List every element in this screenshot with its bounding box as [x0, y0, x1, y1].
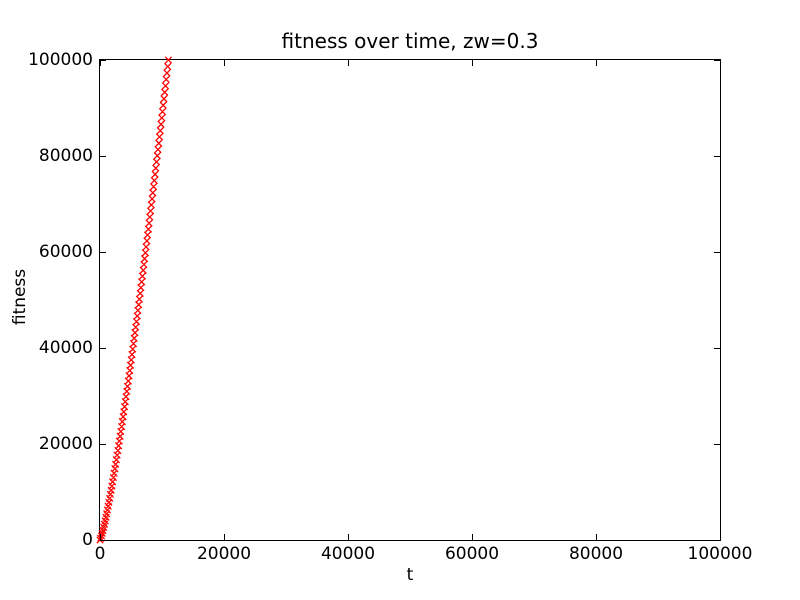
- x-tick-label: 60000: [444, 544, 500, 564]
- x-tick-label: 20000: [196, 544, 252, 564]
- x-tick-mark-top: [471, 60, 473, 66]
- y-tick-mark-left: [100, 539, 106, 541]
- y-tick-label: 0: [82, 530, 93, 550]
- chart-title: fitness over time, zw=0.3: [281, 29, 539, 53]
- x-tick-mark-top: [719, 60, 721, 66]
- x-tick-label: 100000: [687, 544, 753, 564]
- y-tick-mark-right: [714, 155, 720, 157]
- y-axis-label: fitness: [10, 268, 30, 326]
- y-tick-mark-right: [714, 443, 720, 445]
- y-tick-mark-left: [100, 251, 106, 253]
- y-tick-mark-right: [714, 251, 720, 253]
- y-tick-mark-left: [100, 59, 106, 61]
- y-tick-mark-right: [714, 539, 720, 541]
- x-tick-mark-top: [223, 60, 225, 66]
- y-tick-label: 40000: [38, 338, 93, 358]
- y-tick-label: 20000: [38, 434, 93, 454]
- x-tick-mark-bottom: [471, 534, 473, 540]
- y-tick-label: 100000: [28, 50, 93, 70]
- y-tick-mark-left: [100, 347, 106, 349]
- x-tick-mark-bottom: [99, 534, 101, 540]
- y-tick-mark-left: [100, 155, 106, 157]
- x-tick-mark-bottom: [223, 534, 225, 540]
- x-tick-mark-top: [347, 60, 349, 66]
- y-tick-mark-right: [714, 347, 720, 349]
- x-tick-mark-bottom: [347, 534, 349, 540]
- series-fitness-markers: [96, 56, 173, 544]
- x-axis-label: t: [406, 565, 414, 585]
- plot-area: [96, 56, 721, 544]
- x-tick-mark-bottom: [595, 534, 597, 540]
- scatter-points: [96, 56, 173, 544]
- y-tick-mark-left: [100, 443, 106, 445]
- x-tick-label: 80000: [568, 544, 624, 564]
- x-tick-mark-top: [595, 60, 597, 66]
- y-tick-mark-right: [714, 59, 720, 61]
- x-tick-label: 40000: [320, 544, 376, 564]
- x-tick-mark-top: [99, 60, 101, 66]
- y-tick-label: 80000: [38, 146, 93, 166]
- x-tick-label: 0: [94, 544, 106, 564]
- y-tick-label: 60000: [38, 242, 93, 262]
- x-tick-mark-bottom: [719, 534, 721, 540]
